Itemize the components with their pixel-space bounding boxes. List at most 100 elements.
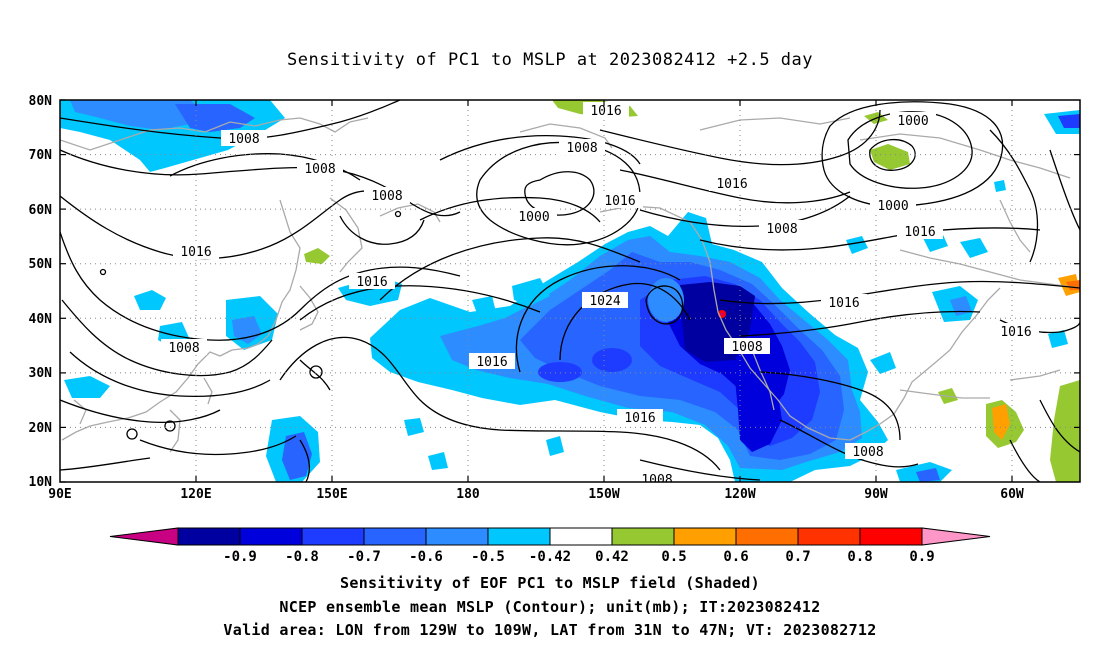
lon-label: 90E: [48, 487, 71, 502]
svg-text:1008: 1008: [766, 222, 797, 237]
coastlines: [60, 117, 1080, 453]
colorbar-segment: [363, 527, 427, 546]
contour-label: 1008: [297, 160, 343, 177]
colorbar-segment: [487, 527, 551, 546]
lon-label: 90W: [864, 487, 888, 502]
sensitivity-shading: [60, 100, 1080, 482]
svg-text:1016: 1016: [1000, 325, 1031, 340]
lat-label: 30N: [29, 366, 53, 381]
colorbar-label: -0.42: [529, 549, 571, 565]
contour-label: 1008: [161, 339, 207, 356]
colorbar-label: 0.42: [595, 549, 629, 565]
axis-ticks: [60, 99, 1080, 483]
svg-text:1008: 1008: [371, 189, 402, 204]
colorbar-label: 0.8: [847, 549, 872, 565]
lat-label: 60N: [29, 203, 53, 218]
contour-label: 1000: [870, 197, 916, 214]
contour-label: 1000: [511, 208, 557, 225]
svg-text:1016: 1016: [604, 194, 635, 209]
lat-label: 40N: [29, 312, 53, 327]
lon-label: 120E: [180, 487, 211, 502]
colorbar-segment: [673, 527, 737, 546]
svg-text:1000: 1000: [518, 210, 549, 225]
svg-text:1016: 1016: [590, 104, 621, 119]
svg-text:1008: 1008: [228, 132, 259, 147]
lat-label: 80N: [29, 94, 53, 109]
contour-label: 1016: [583, 102, 629, 119]
caption-line-1: Sensitivity of EOF PC1 to MSLP field (Sh…: [340, 574, 760, 592]
contour-label: 1000: [890, 112, 936, 129]
svg-text:1008: 1008: [641, 473, 672, 488]
svg-text:1024: 1024: [589, 294, 620, 309]
lat-label: 10N: [29, 475, 53, 490]
caption-line-2: NCEP ensemble mean MSLP (Contour); unit(…: [279, 598, 821, 616]
svg-text:1008: 1008: [731, 340, 762, 355]
contour-label: 1008: [724, 338, 770, 355]
map-title: Sensitivity of PC1 to MSLP at 2023082412…: [286, 50, 813, 70]
svg-text:1000: 1000: [877, 199, 908, 214]
contour-label-group: 1016 1008 1008 1008 1016 1008 1000 1016 …: [161, 102, 1039, 488]
contour-label: 1016: [993, 323, 1039, 340]
colorbar-label: -0.7: [347, 549, 381, 565]
plot-frame: [59, 99, 1081, 483]
colorbar-segment: [549, 527, 613, 546]
contour-label: 1008: [845, 443, 891, 460]
colorbar-right-arrow: [921, 527, 991, 546]
svg-text:1016: 1016: [624, 411, 655, 426]
caption-line-3: Valid area: LON from 129W to 109W, LAT f…: [223, 621, 877, 639]
contour-label: 1008: [221, 130, 267, 147]
colorbar-label: -0.5: [471, 549, 505, 565]
svg-text:1016: 1016: [476, 355, 507, 370]
colorbar-label: -0.9: [223, 549, 257, 565]
contour-label: 1016: [597, 192, 643, 209]
contour-label: 1016: [821, 294, 867, 311]
colorbar-label: 0.7: [785, 549, 810, 565]
contour-label: 1016: [173, 243, 219, 260]
colorbar-label: 0.6: [723, 549, 748, 565]
svg-text:1016: 1016: [356, 275, 387, 290]
svg-text:1016: 1016: [180, 245, 211, 260]
colorbar-segment: [859, 527, 923, 546]
svg-text:1008: 1008: [304, 162, 335, 177]
contour-label: 1008: [634, 473, 680, 488]
contour-label: 1024: [582, 292, 628, 309]
lat-label: 70N: [29, 148, 53, 163]
contour-label: 1016: [897, 223, 943, 240]
lon-label: 150W: [588, 487, 619, 502]
lat-label: 20N: [29, 421, 53, 436]
svg-text:1016: 1016: [904, 225, 935, 240]
colorbar-segment: [239, 527, 303, 546]
svg-text:1008: 1008: [852, 445, 883, 460]
svg-text:1008: 1008: [168, 341, 199, 356]
lat-label: 50N: [29, 257, 53, 272]
contour-label: 1016: [349, 273, 395, 290]
contour-label: 1008: [364, 187, 410, 204]
contour-label: 1016: [709, 175, 755, 192]
lon-label: 60W: [1000, 487, 1024, 502]
colorbar-segment: [797, 527, 861, 546]
colorbar-label: -0.8: [285, 549, 319, 565]
colorbar-left-arrow: [109, 527, 179, 546]
contour-label: 1008: [559, 139, 605, 156]
lon-label: 150E: [316, 487, 347, 502]
colorbar-label: 0.9: [909, 549, 934, 565]
contour-label: 1016: [469, 353, 515, 370]
contour-label: 1016: [617, 409, 663, 426]
colorbar-label: -0.6: [409, 549, 443, 565]
svg-text:1008: 1008: [566, 141, 597, 156]
contour-label: 1008: [759, 220, 805, 237]
colorbar-segment: [301, 527, 365, 546]
gridlines: [60, 100, 1080, 482]
svg-text:1016: 1016: [828, 296, 859, 311]
svg-text:1000: 1000: [897, 114, 928, 129]
lon-label: 120W: [724, 487, 755, 502]
lon-label: 180: [456, 487, 480, 502]
colorbar-segment: [735, 527, 799, 546]
colorbar-segment: [425, 527, 489, 546]
colorbar-segment: [177, 527, 241, 546]
colorbar-segment: [611, 527, 675, 546]
colorbar: -0.9 -0.8 -0.7 -0.6 -0.5 -0.42 0.42 0.5 0.6 0.7 0.…: [109, 527, 991, 565]
svg-text:1016: 1016: [716, 177, 747, 192]
colorbar-label: 0.5: [661, 549, 686, 565]
